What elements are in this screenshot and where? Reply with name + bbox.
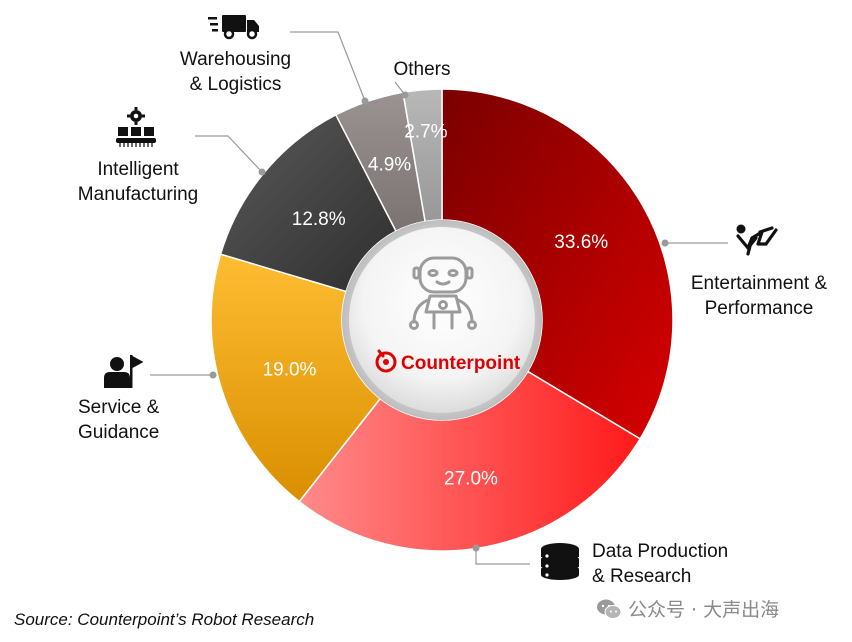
conveyor-gear-icon [116,107,156,147]
label-warehousing-logistics: Warehousing & Logistics [179,49,292,95]
label-service-guidance: Service & Guidance [78,397,160,443]
label-entertainment-performance: Entertainment & Performance [690,273,828,319]
label-intelligent-manufacturing: Intelligent Manufacturing [77,159,199,205]
truck-icon [208,15,259,40]
leader-dot-service-guidance [209,371,217,379]
leader-line-warehousing-logistics [290,31,366,102]
leader-dot-data-production-research [472,544,480,552]
leader-dot-entertainment-performance [661,239,669,247]
value-label-warehousing-logistics: 4.9% [368,155,411,176]
counterpoint-logo-text: Counterpoint [401,353,521,374]
counterpoint-logo-icon [375,349,397,373]
leader-dot-others [401,91,409,99]
wechat-icon [597,599,622,619]
label-others: Others [393,59,451,80]
robot-icon [409,256,477,330]
leader-dot-intelligent-manufacturing [258,168,266,176]
source-note: Source: Counterpoint’s Robot Research [14,610,315,629]
guide-flag-icon [104,355,144,388]
value-label-data-production-research: 27.0% [444,468,498,489]
value-label-others: 2.7% [404,122,447,143]
value-label-entertainment-performance: 33.6% [554,232,608,253]
leader-line-intelligent-manufacturing [195,135,263,173]
value-label-intelligent-manufacturing: 12.8% [292,209,346,230]
value-label-service-guidance: 19.0% [263,359,317,380]
label-data-production-research: Data Production & Research [592,541,729,587]
dancer-icon [736,224,778,256]
leader-dot-warehousing-logistics [361,97,369,105]
watermark: 公众号 · 大声出海 [596,595,779,622]
center-disc [349,227,535,413]
database-icon [541,543,579,580]
leader-line-data-production-research [475,548,530,565]
watermark-text: 公众号 · 大声出海 [628,599,780,621]
